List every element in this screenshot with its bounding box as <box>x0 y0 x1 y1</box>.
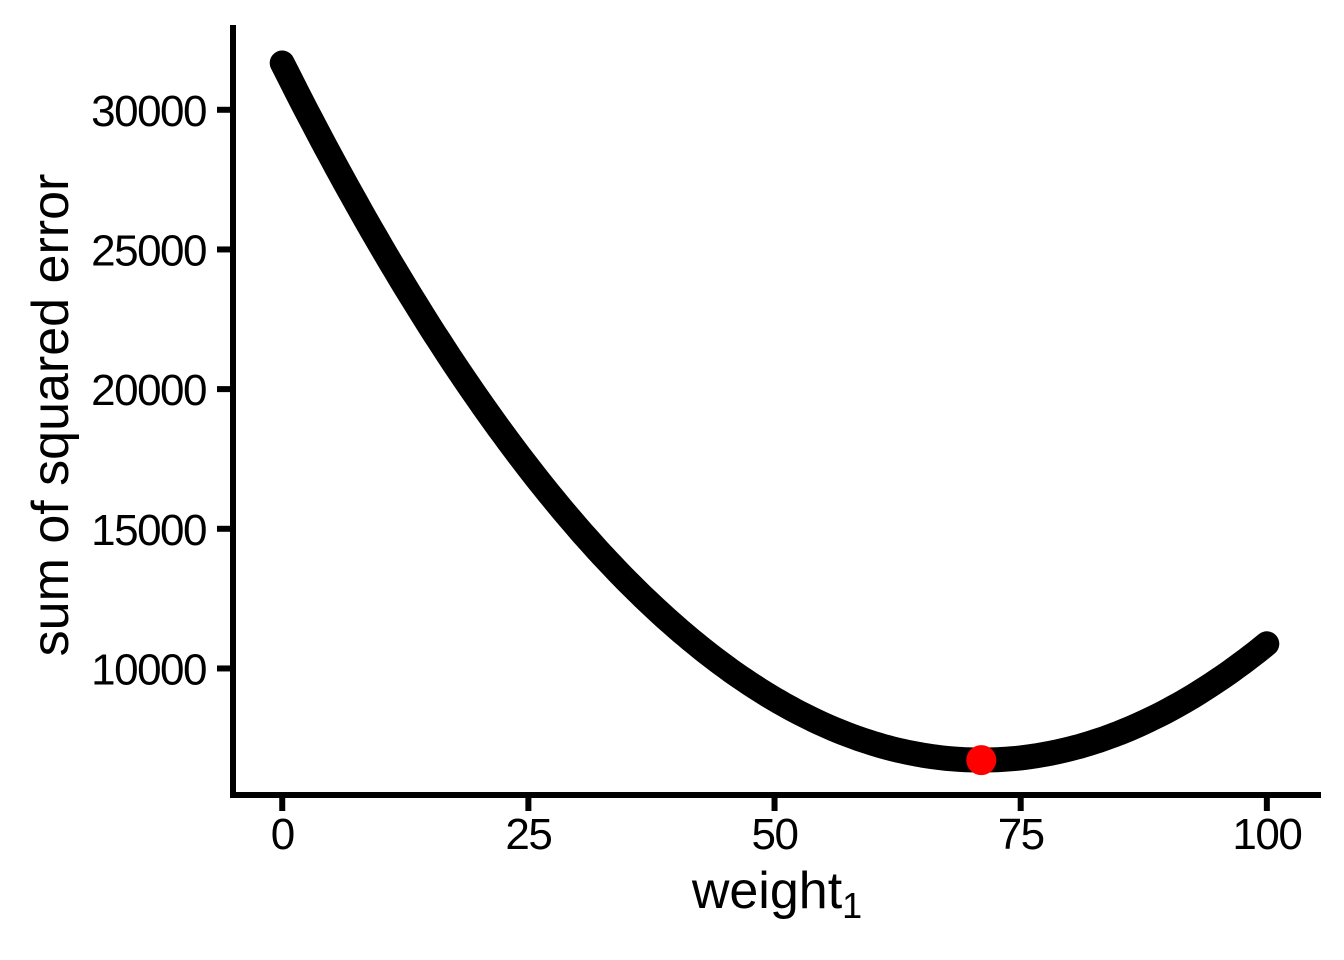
x-tick-label: 25 <box>505 810 551 859</box>
y-tick-label: 25000 <box>91 226 206 275</box>
sse-curve <box>269 50 1280 773</box>
y-axis-title: sum of squared error <box>22 174 80 657</box>
x-tick-label: 0 <box>271 810 294 859</box>
x-tick-label: 100 <box>1232 810 1301 859</box>
x-axis-title: weight1 <box>691 862 862 926</box>
y-tick-label: 20000 <box>91 366 206 415</box>
x-tick-label: 75 <box>998 810 1044 859</box>
minimum-point <box>966 745 997 776</box>
y-tick-label: 30000 <box>91 87 206 136</box>
x-axis-title-subscript: 1 <box>842 885 862 926</box>
x-axis-title-text: weight <box>691 862 843 920</box>
y-tick-label: 15000 <box>91 506 206 555</box>
y-tick-label: 10000 <box>91 645 206 694</box>
x-tick-label: 50 <box>752 810 798 859</box>
axis-layer: 0 25 50 75 100 10000 15000 20000 25000 30000 <box>91 25 1321 859</box>
series-layer <box>269 50 1280 776</box>
